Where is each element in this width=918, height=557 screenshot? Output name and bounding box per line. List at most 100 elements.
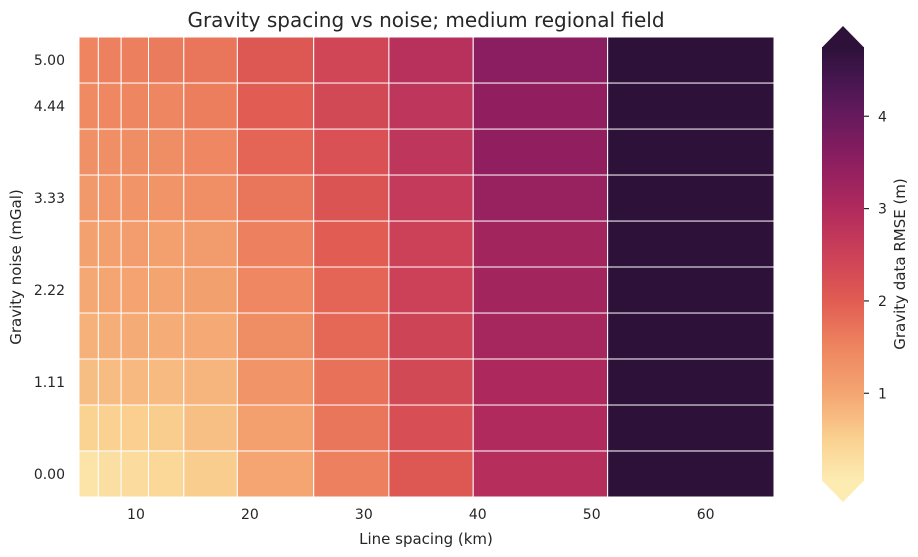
heatmap-cell	[313, 450, 390, 498]
y-tick-label: 1.11	[34, 375, 65, 391]
y-tick-label: 4.44	[34, 99, 65, 115]
heatmap-cell	[120, 450, 150, 498]
x-axis-label: Line spacing (km)	[359, 530, 493, 548]
heatmap-cell	[313, 128, 390, 176]
heatmap-cell	[607, 174, 775, 222]
heatmap-cell	[97, 82, 122, 130]
heatmap-cell	[120, 358, 150, 406]
heatmap-cell	[148, 266, 185, 314]
heatmap-cell	[607, 82, 775, 130]
heatmap-cell	[388, 358, 474, 406]
heatmap-cell	[472, 404, 609, 452]
heatmap-cell	[78, 312, 99, 360]
heatmap-cell	[97, 220, 122, 268]
colorbar-extend-max	[822, 26, 864, 48]
colorbar-tick-label: 3	[878, 202, 887, 218]
heatmap-cell	[236, 266, 315, 314]
heatmap-cell	[388, 312, 474, 360]
heatmap-cell	[236, 36, 315, 84]
heatmap-cell	[97, 128, 122, 176]
heatmap-cell	[78, 266, 99, 314]
heatmap-cell	[236, 174, 315, 222]
heatmap-cell	[388, 128, 474, 176]
heatmap-cell	[183, 174, 238, 222]
x-tick-label: 40	[469, 507, 487, 523]
x-tick-label: 50	[583, 507, 601, 523]
heatmap-cell	[607, 312, 775, 360]
heatmap-cell	[313, 358, 390, 406]
heatmap-cell	[236, 220, 315, 268]
heatmap-cell	[183, 266, 238, 314]
heatmap-cell	[388, 82, 474, 130]
heatmap-cell	[236, 358, 315, 406]
heatmap-cell	[313, 312, 390, 360]
heatmap-cell	[472, 450, 609, 498]
heatmap-cell	[472, 36, 609, 84]
heatmap-cell	[148, 358, 185, 406]
colorbar-tick-label: 2	[878, 294, 887, 310]
y-tick-label: 5.00	[34, 53, 65, 69]
heatmap-cell	[236, 450, 315, 498]
heatmap-cell	[388, 174, 474, 222]
heatmap-cell	[183, 82, 238, 130]
heatmap-cell	[607, 220, 775, 268]
heatmap-cell	[120, 82, 150, 130]
y-tick-label: 2.22	[34, 283, 65, 299]
heatmap-cell	[148, 36, 185, 84]
y-axis-ticks: 0.00 1.11 2.22 3.33 4.44 5.00	[34, 53, 65, 483]
heatmap-cell	[388, 36, 474, 84]
colorbar-label: Gravity data RMSE (m)	[891, 178, 909, 350]
colorbar-extend-min	[822, 480, 864, 502]
heatmap-cell	[148, 174, 185, 222]
heatmap-cell	[78, 82, 99, 130]
heatmap-cell	[313, 266, 390, 314]
heatmap-cell	[607, 404, 775, 452]
heatmap-cell	[313, 82, 390, 130]
heatmap-cell	[120, 220, 150, 268]
heatmap-cells	[78, 36, 775, 498]
heatmap-cell	[313, 220, 390, 268]
heatmap-cell	[472, 312, 609, 360]
heatmap-cell	[120, 404, 150, 452]
x-tick-label: 20	[241, 507, 259, 523]
heatmap-cell	[120, 266, 150, 314]
y-tick-label: 3.33	[34, 191, 65, 207]
heatmap-cell	[472, 82, 609, 130]
heatmap-cell	[78, 128, 99, 176]
y-axis-label: Gravity noise (mGal)	[7, 189, 25, 345]
heatmap-cell	[183, 36, 238, 84]
heatmap-cell	[78, 358, 99, 406]
y-tick-label: 0.00	[34, 467, 65, 483]
heatmap-cell	[607, 450, 775, 498]
colorbar-gradient	[822, 47, 864, 481]
heatmap-cell	[472, 266, 609, 314]
heatmap-cell	[472, 174, 609, 222]
heatmap-cell	[183, 450, 238, 498]
heatmap-cell	[97, 266, 122, 314]
heatmap-cell	[148, 82, 185, 130]
heatmap-cell	[120, 174, 150, 222]
heatmap-cell	[388, 266, 474, 314]
heatmap-cell	[97, 358, 122, 406]
heatmap-cell	[183, 358, 238, 406]
heatmap-cell	[472, 220, 609, 268]
heatmap-cell	[607, 128, 775, 176]
heatmap-cell	[607, 36, 775, 84]
heatmap-cell	[313, 36, 390, 84]
x-tick-label: 30	[355, 507, 373, 523]
heatmap-cell	[97, 450, 122, 498]
heatmap-cell	[97, 174, 122, 222]
colorbar-tick-label: 1	[878, 386, 887, 402]
heatmap-cell	[183, 220, 238, 268]
heatmap-cell	[607, 358, 775, 406]
heatmap-cell	[183, 312, 238, 360]
heatmap-cell	[148, 220, 185, 268]
colorbar-tick-label: 4	[878, 109, 887, 125]
chart-title: Gravity spacing vs noise; medium regiona…	[187, 8, 664, 32]
heatmap-cell	[148, 312, 185, 360]
heatmap-cell	[120, 312, 150, 360]
heatmap-cell	[78, 404, 99, 452]
heatmap-cell	[388, 220, 474, 268]
heatmap-cell	[148, 128, 185, 176]
